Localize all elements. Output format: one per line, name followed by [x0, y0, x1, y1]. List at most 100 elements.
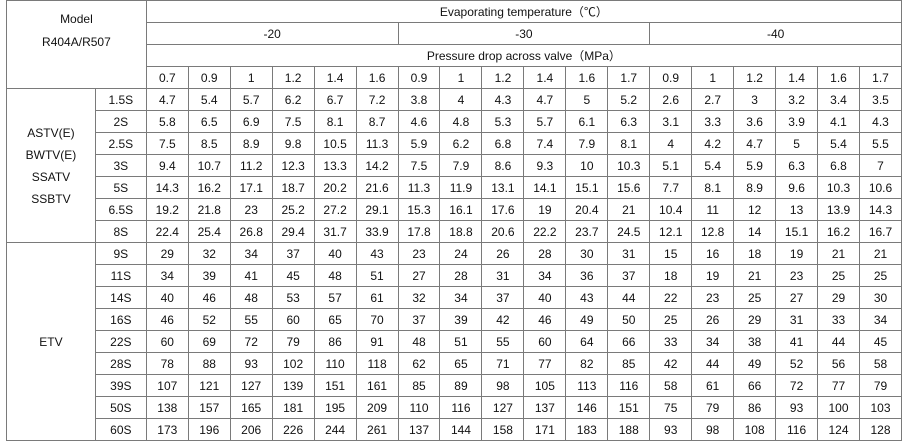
capacity-value: 61 [691, 374, 735, 397]
capacity-value: 116 [439, 396, 483, 419]
valve-size: 28S [94, 352, 147, 375]
model-group-name: SSBTV [31, 191, 71, 206]
capacity-value: 37 [271, 242, 315, 265]
pressure-value: 1.6 [817, 66, 860, 89]
capacity-value: 5 [775, 132, 819, 155]
valve-size: 1.5S [94, 88, 147, 111]
pressure-value: 1.7 [607, 66, 651, 89]
capacity-value: 3.4 [817, 88, 860, 111]
capacity-value: 4.8 [439, 110, 483, 133]
pressure-value: 1 [229, 66, 273, 89]
pressure-value: 1.6 [355, 66, 399, 89]
capacity-value: 3.1 [649, 110, 693, 133]
capacity-value: 16.7 [859, 220, 902, 243]
capacity-value: 6.2 [271, 88, 315, 111]
capacity-value: 8.7 [355, 110, 399, 133]
capacity-value: 8.9 [229, 132, 273, 155]
capacity-value: 42 [481, 308, 525, 331]
capacity-value: 91 [355, 330, 399, 353]
capacity-value: 86 [733, 396, 777, 419]
capacity-value: 16.2 [187, 176, 231, 199]
capacity-value: 18.8 [439, 220, 483, 243]
capacity-value: 3.6 [733, 110, 777, 133]
capacity-value: 45 [859, 330, 902, 353]
capacity-value: 12.3 [271, 154, 315, 177]
capacity-value: 16.1 [439, 198, 483, 221]
capacity-value: 144 [439, 418, 483, 441]
capacity-value: 6.3 [775, 154, 819, 177]
capacity-value: 13 [775, 198, 819, 221]
pressure-value: 1.4 [313, 66, 357, 89]
capacity-value: 4.3 [481, 88, 525, 111]
capacity-value: 25.2 [271, 198, 315, 221]
capacity-value: 23 [229, 198, 273, 221]
table-row: 3S 9.4 10.7 11.2 12.3 13.3 14.2 7.5 7.9 8.6 9.3 10 1… [7, 154, 902, 177]
valve-size: 2.5S [94, 132, 147, 155]
capacity-value: 107 [145, 374, 189, 397]
model-label: Model [60, 12, 93, 26]
capacity-value: 4.7 [145, 88, 189, 111]
table-row: ASTV(E) BWTV(E) SSATV SSBTV 1.5S 4.7 5.4 5.7 6.2… [6, 88, 902, 243]
capacity-value: 88 [187, 352, 231, 375]
capacity-value: 28 [439, 264, 483, 287]
table-row: 28S 78 88 93 102 110 118 62 65 71 77 82 85 42 44 49 52 56… [7, 352, 902, 375]
capacity-value: 78 [145, 352, 189, 375]
evaporating-temperature-header: Evaporating temperature（℃） [145, 0, 902, 23]
capacity-value: 77 [817, 374, 860, 397]
table-row: 39S 107 121 127 139 151 161 85 89 98 105 113 116 58 61… [7, 374, 902, 397]
table-row: 60S 173 196 206 226 244 261 137 144 158 171 183 188 9… [7, 418, 902, 441]
temperature-header: -40 [649, 22, 902, 45]
capacity-value: 9.4 [145, 154, 189, 177]
capacity-value: 13.3 [313, 154, 357, 177]
capacity-value: 52 [187, 308, 231, 331]
capacity-value: 3.3 [691, 110, 735, 133]
capacity-value: 77 [523, 352, 567, 375]
capacity-value: 7 [859, 154, 902, 177]
capacity-value: 25 [859, 264, 902, 287]
capacity-value: 8.1 [313, 110, 357, 133]
capacity-value: 20.2 [313, 176, 357, 199]
capacity-value: 6.1 [565, 110, 609, 133]
capacity-value: 6.5 [187, 110, 231, 133]
capacity-value: 93 [649, 418, 693, 441]
capacity-value: 44 [607, 286, 651, 309]
capacity-value: 60 [145, 330, 189, 353]
pressure-value: 1.2 [271, 66, 315, 89]
model-group-name: ASTV(E) [27, 125, 75, 140]
capacity-value: 7.9 [439, 154, 483, 177]
model-group-name: BWTV(E) [25, 147, 77, 162]
table-row: 50S 138 157 165 181 195 209 110 116 127 137 146 151 7… [7, 396, 902, 419]
capacity-value: 11.2 [229, 154, 273, 177]
capacity-value: 244 [313, 418, 357, 441]
capacity-value: 18 [733, 242, 777, 265]
capacity-value: 139 [271, 374, 315, 397]
capacity-value: 50 [607, 308, 651, 331]
capacity-value: 173 [145, 418, 189, 441]
capacity-value: 5.1 [649, 154, 693, 177]
capacity-value: 34 [439, 286, 483, 309]
capacity-value: 5.7 [229, 88, 273, 111]
valve-size: 9S [94, 242, 147, 265]
capacity-value: 5.9 [397, 132, 441, 155]
capacity-value: 10.7 [187, 154, 231, 177]
capacity-value: 7.9 [565, 132, 609, 155]
valve-size: 11S [94, 264, 147, 287]
capacity-value: 6.7 [313, 88, 357, 111]
capacity-value: 44 [691, 352, 735, 375]
capacity-value: 16 [691, 242, 735, 265]
capacity-value: 44 [817, 330, 860, 353]
capacity-value: 25.4 [187, 220, 231, 243]
capacity-value: 34 [859, 308, 902, 331]
valve-size: 6.5S [94, 198, 147, 221]
capacity-value: 20.4 [565, 198, 609, 221]
capacity-value: 11.3 [397, 176, 441, 199]
pressure-value: 1.2 [481, 66, 525, 89]
model-header-cell: Model R404A/R507 [6, 0, 147, 89]
capacity-value: 188 [607, 418, 651, 441]
capacity-value: 124 [817, 418, 860, 441]
capacity-value: 110 [397, 396, 441, 419]
capacity-value: 108 [733, 418, 777, 441]
capacity-value: 10.4 [649, 198, 693, 221]
model-group-cell: ETV [6, 242, 96, 441]
capacity-value: 25 [817, 264, 860, 287]
